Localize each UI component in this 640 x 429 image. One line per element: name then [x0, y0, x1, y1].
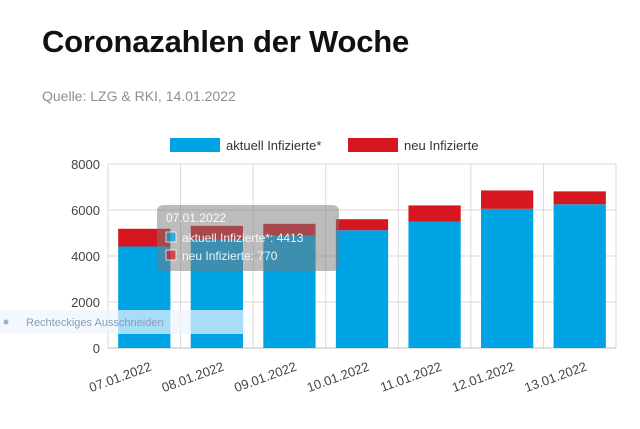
chart-title: Coronazahlen der Woche [42, 24, 410, 59]
snip-tool-overlay[interactable]: Rechteckiges Ausschneiden [0, 310, 245, 334]
tooltip-date: 07.01.2022 [166, 211, 226, 225]
y-axis: 0 2000 4000 6000 8000 [71, 157, 100, 356]
y-tick-label: 8000 [71, 157, 100, 172]
x-tick-label: 12.01.2022 [450, 359, 516, 395]
x-tick-label: 07.01.2022 [87, 359, 153, 395]
source-note: Quelle: LZG & RKI, 14.01.2022 [42, 88, 236, 104]
bar-neu-6[interactable] [553, 191, 606, 205]
bar-aktuell-6[interactable] [553, 204, 606, 348]
snip-tool-label[interactable]: Rechteckiges Ausschneiden [26, 317, 164, 329]
snip-tool-bar[interactable] [0, 310, 245, 334]
legend[interactable]: aktuell Infizierte* neu Infizierte [170, 138, 478, 153]
snip-icon [3, 319, 9, 325]
bar-aktuell-5[interactable] [481, 208, 534, 348]
bar-aktuell-3[interactable] [335, 230, 389, 348]
x-tick-label: 13.01.2022 [522, 359, 588, 395]
x-tick-label: 08.01.2022 [160, 359, 226, 395]
x-tick-label: 11.01.2022 [378, 359, 443, 395]
bar-neu-3[interactable] [335, 219, 389, 231]
x-axis: 07.01.2022 08.01.2022 09.01.2022 10.01.2022… [87, 359, 589, 395]
tooltip-line-neu: neu Infizierte: 770 [182, 249, 278, 263]
y-tick-label: 6000 [71, 203, 100, 218]
y-tick-label: 0 [93, 341, 100, 356]
tooltip-swatch-aktuell [165, 231, 177, 243]
x-tick-label: 10.01.2022 [305, 359, 371, 395]
y-tick-label: 2000 [71, 295, 100, 310]
legend-swatch-aktuell[interactable] [170, 138, 220, 152]
y-tick-label: 4000 [71, 249, 100, 264]
tooltip-box [157, 205, 339, 271]
tooltip-swatch-neu [165, 249, 177, 261]
tooltip-line-aktuell: aktuell Infizierte*: 4413 [182, 231, 304, 245]
legend-label-neu[interactable]: neu Infizierte [404, 138, 478, 153]
legend-label-aktuell[interactable]: aktuell Infizierte* [226, 138, 321, 153]
legend-swatch-neu[interactable] [348, 138, 398, 152]
x-tick-label: 09.01.2022 [232, 359, 298, 395]
bar-neu-5[interactable] [481, 190, 534, 209]
bar-aktuell-4[interactable] [408, 221, 461, 349]
bar-neu-4[interactable] [408, 205, 461, 222]
chart-tooltip: 07.01.2022 aktuell Infizierte*: 4413 neu… [157, 205, 339, 271]
